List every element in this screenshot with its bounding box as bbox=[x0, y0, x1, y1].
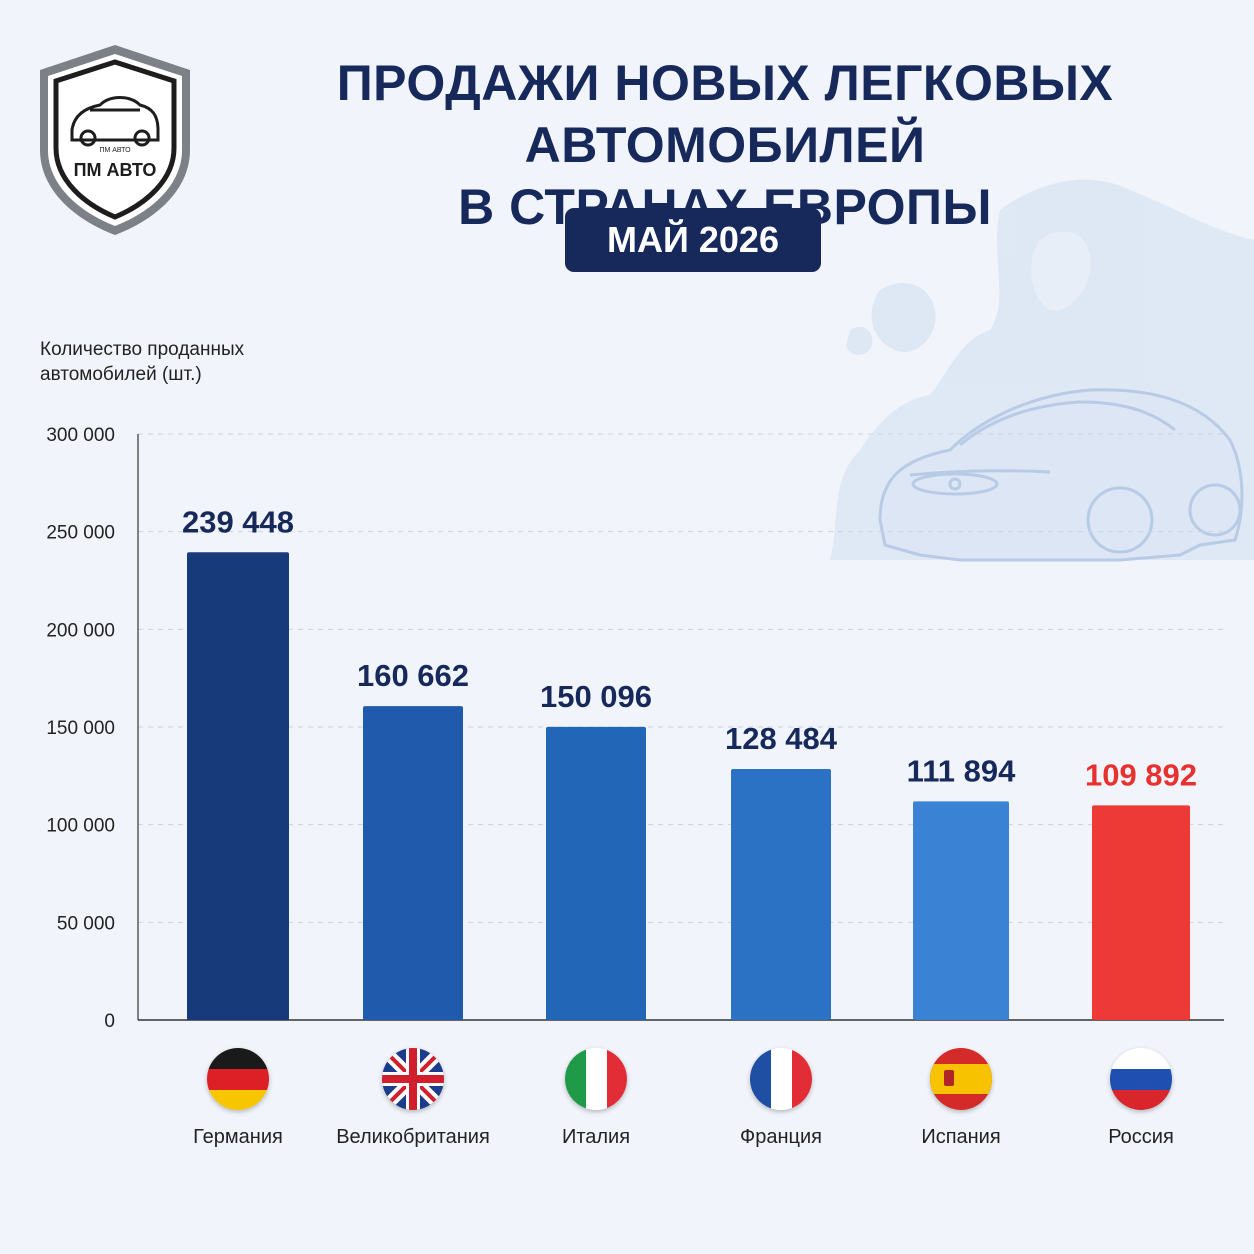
bar-6 bbox=[1092, 805, 1190, 1020]
france-flag-icon bbox=[750, 1048, 812, 1110]
x-tick-label: Великобритания bbox=[336, 1126, 490, 1148]
x-tick-label: Испания bbox=[921, 1126, 1001, 1148]
period-badge: МАЙ 2026 bbox=[565, 208, 821, 272]
title-line-1: ПРОДАЖИ НОВЫХ ЛЕГКОВЫХ АВТОМОБИЛЕЙ bbox=[336, 55, 1114, 173]
data-label-6: 109 892 bbox=[1085, 757, 1197, 792]
category-6: Россия bbox=[1046, 1040, 1236, 1149]
y-axis-title-line-1: Количество проданных bbox=[40, 339, 245, 360]
category-1: Германия bbox=[143, 1040, 333, 1149]
germany-flag-icon bbox=[207, 1048, 269, 1110]
italy-flag-icon bbox=[565, 1048, 627, 1110]
x-tick-label: Франция bbox=[740, 1126, 822, 1148]
x-tick-label: Германия bbox=[193, 1126, 283, 1148]
uk-flag-icon bbox=[382, 1048, 444, 1110]
car-emblem-icon bbox=[70, 96, 160, 147]
y-tick-label: 100 000 bbox=[46, 816, 115, 837]
company-logo: ПМ АВТО ПМ АВТО bbox=[30, 40, 200, 240]
bar-2 bbox=[363, 706, 463, 1020]
data-label-1: 239 448 bbox=[182, 504, 294, 539]
y-axis-title-line-2: автомобилей (шт.) bbox=[40, 364, 202, 385]
x-tick-label: Италия bbox=[561, 1126, 631, 1148]
data-label-3: 150 096 bbox=[540, 679, 652, 714]
y-tick-label: 50 000 bbox=[57, 913, 115, 934]
spain-flag-icon bbox=[930, 1048, 992, 1110]
car-outline-illustration bbox=[878, 388, 1244, 562]
bar-3 bbox=[546, 726, 646, 1020]
y-axis-title: Количество проданных автомобилей (шт.) bbox=[40, 337, 300, 387]
y-tick-label: 300 000 bbox=[46, 425, 115, 446]
data-label-4: 128 484 bbox=[725, 721, 838, 756]
x-tick-label: Россия bbox=[1108, 1126, 1174, 1148]
category-2: Великобритания bbox=[318, 1040, 508, 1149]
bar-4 bbox=[731, 769, 831, 1020]
y-tick-label: 200 000 bbox=[46, 620, 115, 641]
category-3: Италия bbox=[501, 1040, 691, 1149]
category-5: Испания bbox=[866, 1040, 1056, 1149]
y-tick-label: 0 bbox=[104, 1011, 115, 1032]
russia-flag-icon bbox=[1110, 1048, 1172, 1110]
logo-text: ПМ АВТО bbox=[74, 160, 157, 180]
logo-small-text: ПМ АВТО bbox=[99, 147, 131, 154]
y-tick-label: 150 000 bbox=[46, 718, 115, 739]
y-tick-label: 250 000 bbox=[46, 523, 115, 544]
data-label-5: 111 894 bbox=[907, 753, 1016, 788]
bar-1 bbox=[187, 552, 289, 1020]
data-label-2: 160 662 bbox=[357, 658, 469, 693]
category-4: Франция bbox=[686, 1040, 876, 1149]
bar-5 bbox=[913, 801, 1009, 1020]
